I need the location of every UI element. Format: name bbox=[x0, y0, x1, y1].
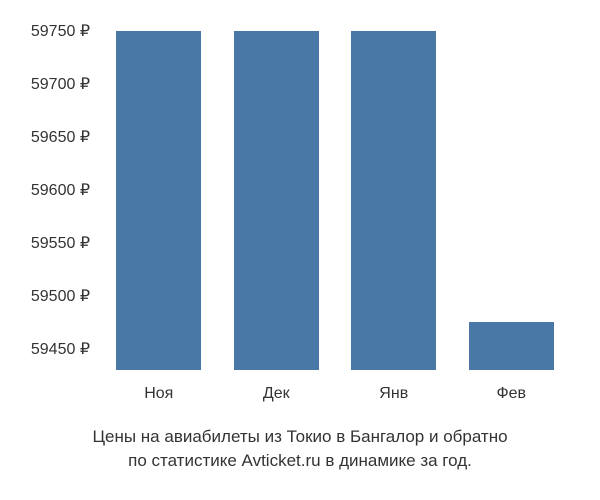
bar bbox=[469, 322, 554, 370]
y-tick-label: 59450 ₽ bbox=[31, 339, 90, 359]
bar bbox=[116, 31, 201, 370]
y-tick-label: 59650 ₽ bbox=[31, 127, 90, 147]
x-tick-label: Фев bbox=[496, 385, 526, 403]
chart-caption: Цены на авиабилеты из Токио в Бангалор и… bbox=[0, 425, 600, 473]
bar-plot bbox=[100, 10, 570, 370]
y-tick-label: 59500 ₽ bbox=[31, 286, 90, 306]
x-tick-label: Янв bbox=[379, 385, 408, 403]
x-tick-label: Дек bbox=[263, 385, 290, 403]
y-tick-label: 59750 ₽ bbox=[31, 21, 90, 41]
chart-area: 59450 ₽59500 ₽59550 ₽59600 ₽59650 ₽59700… bbox=[100, 10, 570, 400]
caption-line-1: Цены на авиабилеты из Токио в Бангалор и… bbox=[92, 427, 507, 446]
bar bbox=[351, 31, 436, 370]
y-tick-label: 59600 ₽ bbox=[31, 180, 90, 200]
y-tick-label: 59700 ₽ bbox=[31, 74, 90, 94]
bar bbox=[234, 31, 319, 370]
y-tick-label: 59550 ₽ bbox=[31, 233, 90, 253]
x-tick-label: Ноя bbox=[144, 385, 173, 403]
caption-line-2: по статистике Avticket.ru в динамике за … bbox=[128, 451, 472, 470]
